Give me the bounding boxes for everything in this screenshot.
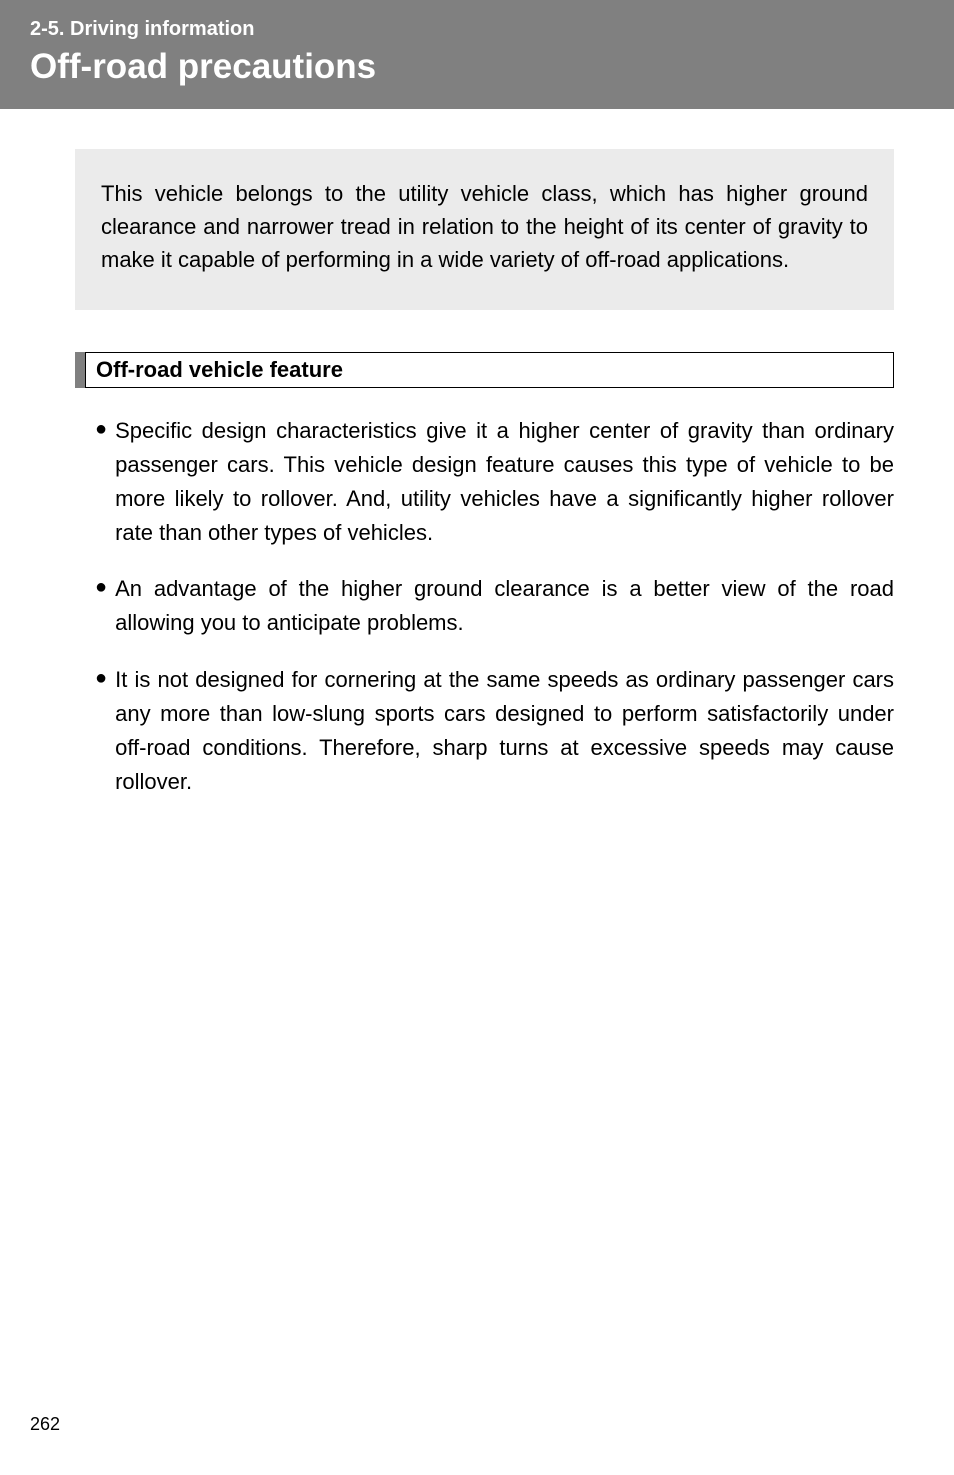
intro-box: This vehicle belongs to the utility vehi… — [75, 149, 894, 310]
bullet-text: An advantage of the higher ground cleara… — [115, 572, 894, 640]
bullet-icon: ● — [95, 663, 107, 799]
page-number: 262 — [30, 1414, 60, 1435]
page-title: Off-road precautions — [30, 47, 924, 87]
bullet-icon: ● — [95, 572, 107, 640]
subheading-box: Off-road vehicle feature — [85, 352, 894, 388]
list-item: ● Specific design characteristics give i… — [95, 414, 894, 550]
list-item: ● It is not designed for cornering at th… — [95, 663, 894, 799]
header-bar: 2-5. Driving information Off-road precau… — [0, 0, 954, 109]
subheading-text: Off-road vehicle feature — [96, 357, 883, 383]
intro-text: This vehicle belongs to the utility vehi… — [101, 177, 868, 276]
bullet-text: It is not designed for cornering at the … — [115, 663, 894, 799]
bullet-icon: ● — [95, 414, 107, 550]
subheading-accent-bar — [75, 352, 85, 388]
subheading-container: Off-road vehicle feature — [75, 352, 894, 388]
bullet-text: Specific design characteristics give it … — [115, 414, 894, 550]
list-item: ● An advantage of the higher ground clea… — [95, 572, 894, 640]
section-label: 2-5. Driving information — [30, 18, 924, 41]
bullet-list: ● Specific design characteristics give i… — [95, 414, 894, 799]
